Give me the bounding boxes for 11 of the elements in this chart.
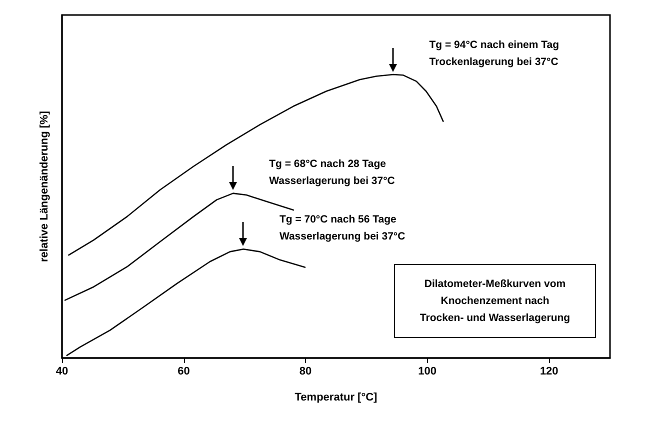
annotation: Tg = 70°C nach 56 Tage Wasserlagerung bei 37°C: [279, 214, 406, 243]
x-axis-title: Temperatur [°C]: [294, 392, 378, 404]
x-tick-label: 120: [540, 366, 558, 378]
text: Tg = 94°C nach einem Tag Trockenlagerung bei 37°C: [429, 39, 559, 68]
x-tick-label: 80: [299, 366, 312, 378]
x-tick-label: 60: [178, 366, 190, 378]
x-tick-label: 100: [418, 366, 437, 378]
x-tick-label: 40: [56, 366, 68, 378]
note-box: Dilatometer-Meßkurven vom Knochenzement nach Trocken- und Wasserlagerung: [394, 264, 596, 338]
annotation: Tg = 68°C nach 28 Tage Wasserlagerung bei 37°C: [269, 158, 396, 187]
y-axis-title: relative Längenänderung [%]: [38, 110, 50, 262]
